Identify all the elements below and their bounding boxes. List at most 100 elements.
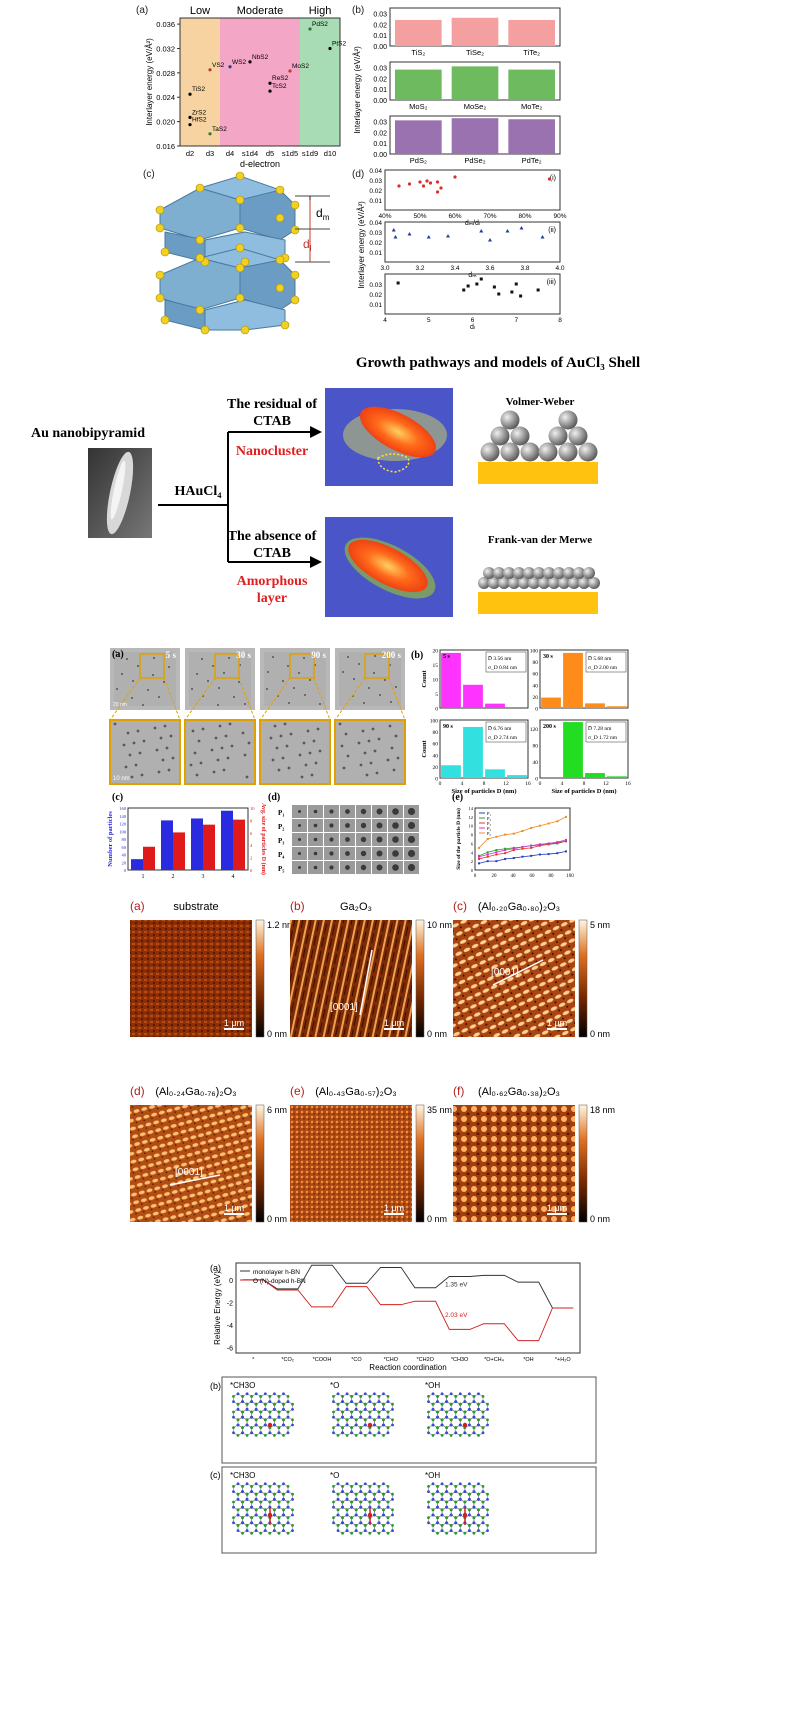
- bar-particle-count: [131, 859, 143, 870]
- lattice-atom: [386, 1426, 390, 1429]
- x-tick-label: 60%: [448, 213, 461, 220]
- hex-ring: [337, 1522, 348, 1534]
- color-scale-bar: [255, 1104, 265, 1223]
- lattice-atom: [436, 1426, 439, 1429]
- time-label: 200 s: [382, 650, 402, 660]
- lattice-atom: [377, 1395, 381, 1398]
- lattice-atom: [382, 1423, 385, 1427]
- category-label: PdTe₂: [522, 156, 542, 165]
- data-point: [530, 826, 533, 829]
- panel-label: (e): [290, 1084, 305, 1098]
- lower-branch-line1: The absence of: [228, 529, 317, 544]
- data-point: [268, 81, 272, 85]
- atom-sphere: [543, 567, 555, 579]
- scale-bar-label: 1 μm: [384, 1018, 404, 1028]
- lattice-atom: [273, 1392, 276, 1396]
- atom-sphere: [538, 577, 550, 589]
- bar: [451, 66, 499, 100]
- lattice-atom: [341, 1531, 344, 1535]
- data-point: [519, 226, 524, 230]
- lattice-atom: [427, 1521, 430, 1525]
- direction-label: [0001]: [491, 967, 519, 978]
- lattice-atom: [436, 1415, 439, 1419]
- lattice-atom: [472, 1431, 476, 1435]
- lattice-atom: [427, 1431, 430, 1435]
- lattice-atom: [259, 1521, 263, 1525]
- lattice-atom: [481, 1395, 485, 1398]
- lattice-atom: [277, 1426, 281, 1429]
- bar-avg-size: [203, 824, 215, 870]
- x-tick-label: 90%: [553, 213, 566, 220]
- lattice-atom: [486, 1492, 489, 1496]
- lattice-atom: [449, 1524, 453, 1527]
- x-axis-label: dₗ: [470, 324, 475, 331]
- x-tick-label: *CO: [351, 1357, 362, 1363]
- hex-ring: [274, 1522, 284, 1534]
- energy-profile-line: [242, 1264, 574, 1309]
- lattice-atom: [463, 1531, 467, 1535]
- lattice-atom: [345, 1402, 349, 1406]
- data-point: [428, 181, 433, 185]
- lower-result-line2: layer: [257, 591, 287, 606]
- y-tick-label: 8: [250, 818, 253, 823]
- lattice-atom: [277, 1415, 281, 1419]
- scale-bar-label: 10 nm: [113, 776, 130, 782]
- lattice-atom: [236, 1418, 240, 1422]
- lattice-atom: [273, 1492, 276, 1496]
- y-tick-label: 0: [435, 777, 438, 783]
- scale-min-label: 0 nm: [267, 1029, 287, 1039]
- lattice-atom: [232, 1431, 235, 1435]
- lattice-atom: [232, 1505, 235, 1509]
- lattice-atom: [250, 1415, 254, 1419]
- lattice-atom: [440, 1408, 444, 1411]
- lattice-atom: [336, 1513, 340, 1517]
- hex-ring: [351, 1424, 362, 1436]
- data-point: [393, 235, 398, 239]
- lattice-atom: [472, 1395, 476, 1398]
- lattice-atom: [440, 1492, 444, 1496]
- lattice-atom: [445, 1505, 449, 1509]
- lattice-atom: [477, 1402, 480, 1406]
- lattice-atom: [277, 1490, 281, 1493]
- y-tick-label: 40: [533, 760, 539, 766]
- hex-ring: [233, 1424, 243, 1436]
- scale-max-label: 18 nm: [590, 1105, 615, 1115]
- lattice-atom: [241, 1400, 244, 1403]
- lattice-atom: [341, 1485, 344, 1488]
- y-tick-label: 0.03: [373, 119, 387, 126]
- lattice-atom: [468, 1418, 471, 1422]
- x-tick-label: s1d4: [242, 149, 258, 158]
- x-axis-label: Size of particles D (nm): [552, 788, 617, 795]
- lattice-atom: [350, 1400, 354, 1403]
- atom-sphere: [528, 577, 540, 589]
- lattice-atom: [373, 1423, 376, 1427]
- data-point: [486, 860, 489, 863]
- data-point: [492, 285, 496, 289]
- lattice-atom: [277, 1521, 281, 1525]
- hex-ring: [246, 1522, 257, 1534]
- x-tick-label: *CH3O: [451, 1357, 469, 1363]
- upper-branch-line1: The residual of: [227, 397, 317, 412]
- hex-ring: [355, 1522, 366, 1534]
- y-tick-label: 0: [250, 868, 253, 873]
- plot-frame: [474, 807, 571, 871]
- lattice-atom: [336, 1434, 340, 1437]
- model-frank-van-der-merwe-label: Frank-van der Merwe: [488, 534, 592, 546]
- lattice-atom: [449, 1408, 453, 1411]
- data-point: [188, 115, 192, 119]
- atom-sphere: [490, 426, 510, 446]
- lattice-atom: [382, 1508, 385, 1512]
- lattice-atom: [282, 1524, 285, 1527]
- plot-frame: [179, 17, 341, 147]
- y-tick-label: 10: [250, 806, 255, 811]
- lattice-atom: [286, 1426, 290, 1429]
- atom: [290, 200, 300, 210]
- y-tick-label: 6: [250, 831, 253, 836]
- lattice-atom: [373, 1408, 376, 1411]
- lattice-atom: [259, 1500, 263, 1504]
- lattice-atom: [391, 1423, 394, 1427]
- atom-sphere: [548, 426, 568, 446]
- lattice-atom: [486, 1418, 489, 1422]
- time-label: 5 s: [443, 654, 451, 660]
- fig3-panel-c-chart: 12340204060801001201401600246810Time (s)…: [107, 803, 267, 888]
